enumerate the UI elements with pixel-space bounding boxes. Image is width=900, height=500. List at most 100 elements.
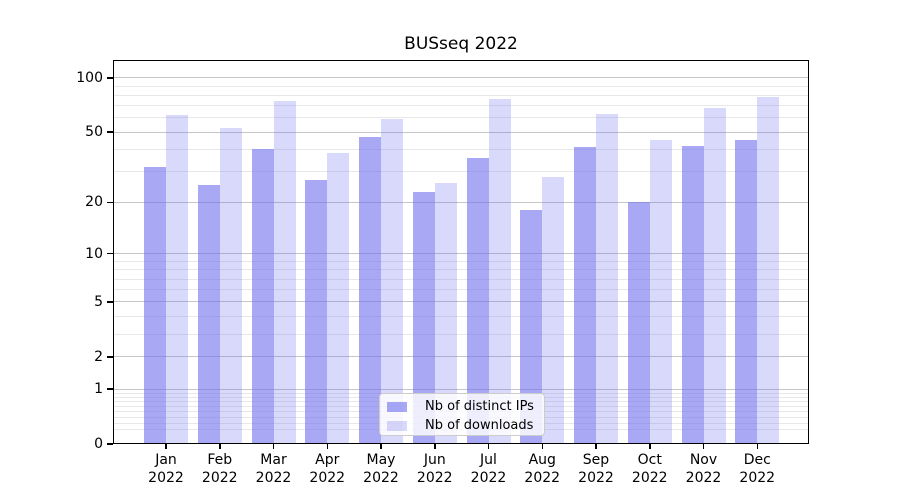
x-tick-label-jun: Jun 2022 bbox=[403, 451, 467, 487]
y-tick-mark-0 bbox=[107, 443, 113, 445]
gridline-minor-7 bbox=[113, 278, 809, 280]
y-tick-mark-5 bbox=[107, 301, 113, 303]
x-tick-label-month: Oct bbox=[637, 452, 662, 468]
bar-downloads-jan bbox=[166, 115, 188, 444]
gridline-major-2 bbox=[113, 356, 809, 358]
bar-ips-oct bbox=[627, 202, 650, 444]
gridline-minor-60 bbox=[113, 117, 809, 119]
x-tick-label-month: Dec bbox=[743, 452, 771, 468]
gridline-minor-30 bbox=[113, 171, 809, 173]
bar-downloads-feb bbox=[219, 127, 242, 444]
y-tick-label-2: 2 bbox=[94, 348, 103, 365]
y-tick-mark-100 bbox=[107, 77, 113, 79]
x-tick-label-nov: Nov 2022 bbox=[672, 451, 736, 487]
bar-downloads-oct bbox=[649, 140, 672, 444]
legend-swatch-distinct-ips bbox=[387, 402, 407, 412]
legend-entry-distinct-ips: Nb of distinct IPs bbox=[380, 398, 544, 416]
bar-downloads-mar bbox=[273, 101, 296, 444]
x-tick-label-may: May 2022 bbox=[349, 451, 413, 487]
chart-title: BUSseq 2022 bbox=[404, 34, 518, 54]
x-tick-label-year: 2022 bbox=[739, 470, 776, 486]
x-tick-label-year: 2022 bbox=[201, 470, 238, 486]
x-tick-label-month: Jul bbox=[480, 452, 497, 468]
x-tick-label-year: 2022 bbox=[363, 470, 399, 486]
x-tick-label-apr: Apr 2022 bbox=[295, 451, 359, 487]
x-tick-label-month: Mar bbox=[260, 452, 287, 468]
x-tick-label-month: Apr bbox=[315, 452, 340, 468]
x-tick-mark-dec bbox=[756, 444, 758, 449]
x-tick-label-feb: Feb 2022 bbox=[188, 451, 252, 487]
bar-downloads-jun bbox=[434, 182, 457, 444]
bar-downloads-sep bbox=[596, 114, 618, 444]
x-tick-mark-feb bbox=[219, 444, 221, 449]
x-tick-mark-oct bbox=[649, 444, 651, 449]
bar-ips-nov bbox=[681, 145, 704, 444]
legend-label-distinct-ips: Nb of distinct IPs bbox=[425, 399, 534, 414]
y-tick-mark-50 bbox=[107, 131, 113, 133]
gridline-minor-80 bbox=[113, 94, 809, 96]
bar-ips-apr bbox=[305, 179, 328, 444]
x-tick-mark-may bbox=[380, 444, 382, 449]
legend-label-downloads: Nb of downloads bbox=[425, 418, 534, 433]
gridline-minor-4 bbox=[113, 315, 809, 317]
bar-ips-sep bbox=[574, 147, 596, 444]
bar-ips-dec bbox=[735, 140, 758, 444]
y-tick-label-0: 0 bbox=[94, 436, 103, 452]
y-tick-label-5: 5 bbox=[94, 293, 103, 310]
x-tick-label-month: Jan bbox=[155, 452, 177, 468]
y-tick-label-20: 20 bbox=[85, 194, 103, 211]
x-tick-label-jan: Jan 2022 bbox=[134, 451, 198, 487]
bar-downloads-aug bbox=[542, 176, 565, 444]
x-tick-label-year: 2022 bbox=[578, 470, 614, 486]
x-tick-label-month: Nov bbox=[689, 452, 718, 468]
bar-ips-may bbox=[359, 136, 381, 444]
x-tick-mark-jan bbox=[165, 444, 167, 449]
x-tick-label-year: 2022 bbox=[148, 470, 184, 486]
gridline-major-20 bbox=[113, 201, 809, 203]
gridline-major-10 bbox=[113, 253, 809, 255]
bar-ips-jul bbox=[466, 157, 489, 444]
y-tick-mark-20 bbox=[107, 201, 113, 204]
x-tick-label-month: Feb bbox=[207, 452, 233, 468]
gridline-minor-6 bbox=[113, 289, 809, 291]
gridline-major-50 bbox=[113, 131, 809, 133]
x-tick-label-year: 2022 bbox=[416, 470, 453, 486]
gridline-minor-3 bbox=[113, 333, 809, 335]
bar-ips-jan bbox=[144, 166, 166, 444]
x-tick-mark-aug bbox=[541, 444, 543, 449]
bar-downloads-nov bbox=[703, 108, 726, 444]
x-tick-mark-sep bbox=[595, 444, 597, 449]
x-tick-mark-apr bbox=[326, 444, 328, 449]
x-tick-label-aug: Aug 2022 bbox=[510, 451, 574, 487]
bar-downloads-may bbox=[381, 119, 403, 444]
y-tick-label-100: 100 bbox=[76, 69, 103, 86]
legend: Nb of distinct IPs Nb of downloads bbox=[379, 393, 545, 436]
bar-ips-feb bbox=[197, 185, 220, 444]
plot-area bbox=[113, 60, 809, 444]
x-tick-mark-jun bbox=[434, 444, 436, 449]
x-tick-label-year: 2022 bbox=[470, 470, 507, 486]
x-tick-label-sep: Sep 2022 bbox=[564, 451, 628, 487]
gridline-minor-9 bbox=[113, 260, 809, 262]
x-tick-label-month: Sep bbox=[582, 452, 610, 468]
y-tick-label-50: 50 bbox=[85, 124, 103, 141]
gridline-minor-40 bbox=[113, 148, 809, 150]
x-tick-mark-jul bbox=[487, 444, 490, 449]
bar-ips-aug bbox=[520, 210, 543, 444]
x-tick-label-month: May bbox=[366, 452, 396, 468]
x-tick-mark-nov bbox=[702, 444, 705, 449]
x-tick-label-year: 2022 bbox=[309, 470, 346, 486]
x-tick-label-year: 2022 bbox=[685, 470, 722, 486]
bar-downloads-dec bbox=[757, 97, 780, 444]
bar-ips-jun bbox=[412, 191, 435, 444]
x-tick-label-oct: Oct 2022 bbox=[618, 451, 682, 487]
gridline-minor-90 bbox=[113, 85, 809, 87]
y-tick-mark-10 bbox=[107, 252, 113, 255]
y-tick-label-1: 1 bbox=[94, 381, 103, 397]
x-tick-label-mar: Mar 2022 bbox=[242, 451, 306, 487]
legend-entry-downloads: Nb of downloads bbox=[380, 417, 544, 435]
x-tick-label-jul: Jul 2022 bbox=[457, 451, 521, 487]
x-tick-label-year: 2022 bbox=[524, 470, 561, 486]
bar-downloads-apr bbox=[327, 153, 350, 444]
